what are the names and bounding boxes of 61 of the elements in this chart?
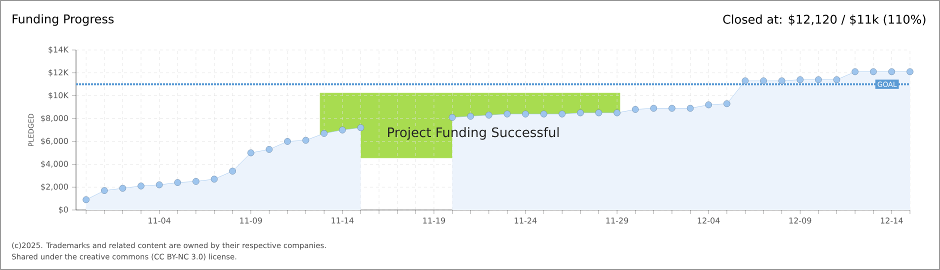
point [705,101,712,108]
point [229,168,236,175]
chart-subtitle: Closed at: $12,120 / $11k (110%) [723,14,926,26]
point [247,149,254,156]
point [888,68,896,76]
point [833,76,840,84]
point [906,68,914,76]
point [320,130,328,137]
x-tick-label: 11-09 [240,218,262,224]
point [668,104,676,112]
x-tick-label: 11-04 [148,218,170,224]
point [632,106,639,113]
point [174,179,182,186]
y-tick-label: $12K [48,69,69,76]
point [302,136,310,144]
point [558,110,566,118]
y-tick-label: $14K [48,46,69,54]
point [485,112,492,119]
chart-title: Funding Progress [12,14,114,26]
y-tick-label: $10K [48,92,69,100]
x-tick-label: 11-19 [423,218,446,224]
point [210,176,218,183]
point [82,196,90,204]
point [467,112,474,120]
point [760,77,767,84]
y-tick-label: $2,000 [41,184,68,191]
point [522,110,529,118]
point [448,114,456,121]
point [870,68,877,76]
point [339,126,346,134]
point [156,181,163,188]
point [138,182,144,190]
point [357,124,364,132]
x-tick-label: 11-24 [514,218,537,224]
y-tick-label: $4,000 [41,160,68,168]
point [796,76,804,84]
point [650,104,658,112]
point [815,76,822,84]
point [852,68,858,76]
point [577,109,584,116]
y-tick-label: $6,000 [41,138,68,146]
point [266,146,273,153]
point [614,109,620,116]
x-tick-label: 12-14 [880,218,903,224]
point [284,138,291,145]
point [192,178,200,185]
point [504,110,511,118]
point [778,77,786,84]
y-tick-label: $0 [58,206,68,214]
point [540,110,548,118]
x-tick-label: 11-29 [606,218,628,224]
point [595,109,602,116]
y-tick-label: $8,000 [41,114,68,122]
x-tick-label: 11-14 [332,218,354,224]
point [723,100,730,108]
x-tick-label: 12-09 [789,218,812,224]
point [742,77,749,84]
point [119,184,126,192]
x-tick-label: 12-04 [698,218,720,224]
point [100,187,108,194]
point [686,104,694,112]
